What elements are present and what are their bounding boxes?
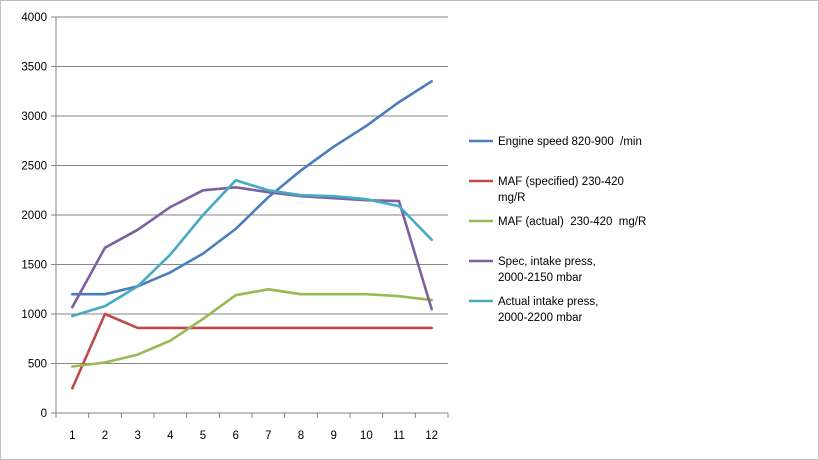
y-tick-label: 500: [28, 359, 47, 371]
series-line-3: [71, 287, 434, 368]
y-tick-label: 4000: [21, 12, 47, 24]
gridlines: [56, 16, 448, 364]
y-tick-label: 1000: [21, 309, 47, 321]
series-line-5: [71, 179, 434, 318]
series-line-1: [71, 80, 434, 296]
x-tick-label: 12: [425, 430, 438, 442]
legend-label: MAF (actual) 230-420 mg/R: [498, 216, 646, 228]
x-tick-label: 10: [360, 430, 373, 442]
y-tick-label: 2500: [21, 161, 47, 173]
y-tick-label: 1500: [21, 260, 47, 272]
legend-label: Spec, intake press, 2000-2150 mbar: [498, 256, 596, 284]
legend-label: Engine speed 820-900 /min: [498, 136, 642, 148]
y-tick-label: 0: [41, 408, 47, 420]
y-tick-label: 2000: [21, 210, 47, 222]
series-lines: [71, 80, 434, 390]
x-tick-label: 6: [232, 430, 238, 442]
x-tick-label: 5: [200, 430, 206, 442]
x-tick-label: 3: [134, 430, 140, 442]
legend-label: Actual intake press, 2000-2200 mbar: [498, 296, 598, 324]
x-tick-label: 1: [69, 430, 75, 442]
series-line-2: [71, 312, 434, 390]
y-tick-label: 3000: [21, 111, 47, 123]
y-tick-label: 3500: [21, 62, 47, 74]
x-tick-label: 11: [393, 430, 405, 442]
legend: Engine speed 820-900 /min MAF (specified)…: [469, 136, 646, 324]
x-tick-label: 8: [298, 430, 304, 442]
x-tick-label: 4: [167, 430, 174, 442]
series-line-4: [71, 186, 434, 311]
x-tick-label: 7: [265, 430, 271, 442]
x-tick-label: 2: [102, 430, 108, 442]
legend-label: MAF (specified) 230-420 mg/R: [498, 176, 627, 204]
x-tick-label: 9: [330, 430, 336, 442]
